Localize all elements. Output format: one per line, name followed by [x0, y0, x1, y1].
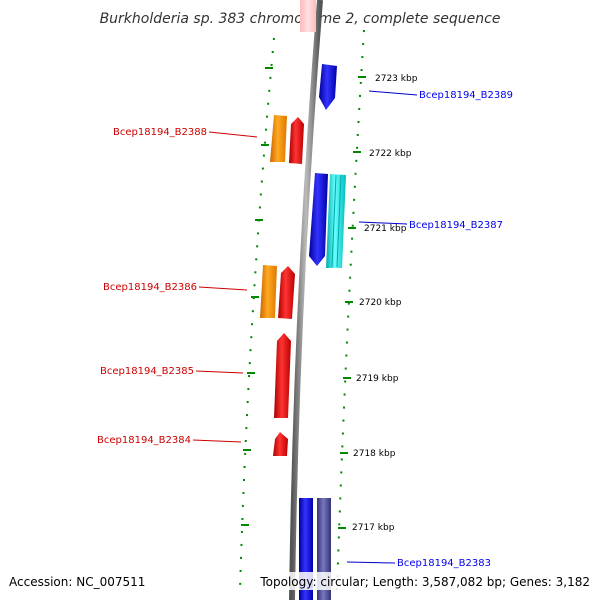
partial-gene-top [300, 0, 316, 32]
topology-text: Topology: circular; Length: 3,587,082 bp… [259, 575, 590, 589]
gene-B2387-operon-block[interactable] [326, 174, 346, 268]
gene-label-b2384[interactable]: Bcep18194_B2384 [97, 435, 191, 446]
kbp-scale-labels: 2723 kbp 2722 kbp 2721 kbp 2720 kbp 2719… [352, 74, 418, 533]
gene-label-b2387[interactable]: Bcep18194_B2387 [409, 220, 503, 231]
gene-label-b2389[interactable]: Bcep18194_B2389 [419, 90, 513, 101]
tick-label: 2717 kbp [352, 523, 395, 533]
gene-B2386-operon-block[interactable] [260, 265, 277, 318]
tick-label: 2722 kbp [369, 149, 412, 159]
tick-label: 2723 kbp [375, 74, 418, 84]
right-tick-marks [338, 76, 366, 529]
gene-B2385-arrow[interactable] [274, 333, 291, 418]
left-tick-marks [241, 67, 273, 526]
gene-B2389-arrow[interactable] [319, 64, 337, 110]
gene-label-b2385[interactable]: Bcep18194_B2385 [100, 366, 194, 377]
gene-labels: Bcep18194_B2389 Bcep18194_B2388 Bcep1819… [97, 90, 513, 569]
tick-label: 2721 kbp [364, 224, 407, 234]
label-leaders [192, 90, 418, 564]
gene-B2388-arrow[interactable] [289, 117, 304, 164]
gene-B2384-arrow[interactable] [273, 432, 288, 456]
tick-label: 2718 kbp [353, 449, 396, 459]
gene-label-b2388[interactable]: Bcep18194_B2388 [113, 127, 207, 138]
dotted-track-left [239, 37, 275, 591]
tick-label: 2720 kbp [359, 298, 402, 308]
gene-B2386-arrow[interactable] [278, 266, 295, 319]
gene-B2387-arrow[interactable] [309, 173, 328, 266]
footer-backdrop-right [260, 572, 594, 590]
accession-text: Accession: NC_007511 [9, 575, 145, 589]
gene-B2388-operon-block[interactable] [270, 115, 287, 162]
gene-label-b2386[interactable]: Bcep18194_B2386 [103, 282, 197, 293]
dotted-track-right [336, 29, 365, 591]
chromosome-backbone [289, 0, 323, 600]
gene-label-b2383[interactable]: Bcep18194_B2383 [397, 558, 491, 569]
footer-backdrop-left [6, 572, 156, 590]
tick-label: 2719 kbp [356, 374, 399, 384]
